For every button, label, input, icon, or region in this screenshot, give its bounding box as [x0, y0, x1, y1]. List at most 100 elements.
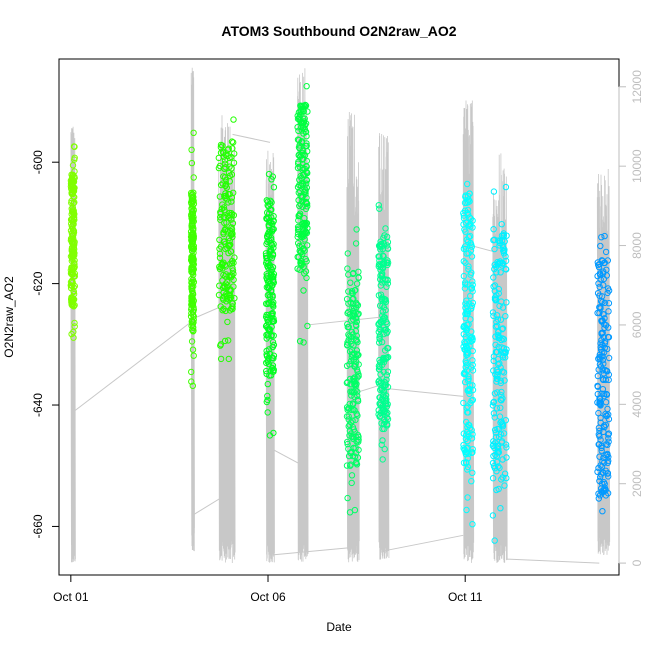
line-connectors: [72, 133, 600, 564]
data-point: [190, 249, 197, 257]
data-point: [222, 214, 229, 222]
data-point: [217, 209, 224, 216]
data-point: [605, 438, 612, 445]
data-point: [188, 278, 196, 285]
data-point: [490, 274, 497, 281]
data-point: [188, 146, 195, 154]
data-point: [500, 430, 508, 437]
data-point: [263, 331, 270, 339]
data-point: [349, 452, 357, 460]
data-point: [503, 454, 510, 461]
data-point: [294, 223, 302, 231]
data-point: [348, 289, 356, 296]
data-point: [596, 477, 603, 485]
data-point: [70, 207, 78, 215]
data-point: [380, 354, 387, 362]
line-connector-4: [269, 447, 300, 465]
data-point: [383, 372, 391, 379]
data-point: [217, 303, 224, 310]
data-point: [490, 399, 497, 406]
data-point: [379, 402, 387, 409]
data-point: [266, 291, 273, 298]
data-point: [348, 472, 356, 479]
data-point: [604, 405, 611, 413]
data-point: [302, 268, 310, 275]
data-point: [265, 221, 272, 229]
data-point: [469, 334, 476, 341]
data-point: [264, 263, 271, 270]
data-point: [189, 233, 196, 240]
data-point: [189, 245, 196, 253]
data-point: [262, 313, 270, 321]
data-point: [68, 330, 75, 338]
data-point: [225, 169, 233, 177]
data-point: [299, 147, 307, 155]
data-point: [69, 298, 76, 305]
data-point: [375, 253, 382, 260]
data-point: [464, 423, 471, 431]
data-point: [466, 300, 473, 307]
data-point: [465, 266, 472, 273]
data-point: [465, 233, 473, 241]
data-point: [301, 215, 308, 222]
data-point: [493, 452, 501, 460]
data-point: [264, 409, 271, 416]
data-point: [352, 240, 360, 247]
data-point: [230, 159, 238, 167]
data-point: [597, 242, 604, 250]
data-point: [598, 444, 605, 452]
data-point: [382, 225, 389, 232]
x-tick-label: Oct 06: [250, 590, 286, 604]
data-point: [221, 337, 229, 345]
data-point: [602, 399, 610, 406]
data-point: [604, 285, 612, 292]
line-spike-6: [378, 133, 390, 560]
data-point: [304, 322, 311, 330]
data-point: [380, 234, 387, 242]
data-point: [605, 308, 612, 315]
data-point: [601, 315, 608, 322]
data-point: [598, 257, 606, 264]
data-point: [377, 412, 384, 420]
data-point: [264, 392, 271, 400]
data-point: [603, 412, 610, 419]
data-point: [382, 381, 389, 388]
data-point: [602, 248, 610, 256]
data-point: [264, 202, 271, 209]
data-point: [69, 206, 77, 214]
data-point: [264, 272, 271, 280]
data-point: [605, 324, 612, 331]
data-point: [220, 238, 228, 245]
data-point: [303, 180, 310, 187]
data-point: [270, 184, 278, 191]
data-point: [269, 173, 276, 180]
data-point: [222, 307, 229, 315]
data-point: [463, 250, 470, 257]
data-point: [270, 270, 278, 278]
data-point: [494, 316, 502, 323]
data-point: [468, 285, 475, 292]
data-point: [345, 300, 352, 307]
data-point: [188, 191, 195, 199]
data-point: [190, 174, 197, 181]
data-point: [304, 169, 311, 177]
data-point: [464, 455, 471, 462]
data-point: [491, 465, 499, 472]
data-point: [348, 479, 355, 487]
data-point: [384, 368, 392, 375]
data-point: [467, 399, 474, 407]
data-point: [295, 127, 302, 135]
data-point: [295, 212, 302, 220]
y-tick-label: -660: [31, 514, 45, 538]
data-point: [375, 411, 382, 418]
data-point: [296, 212, 303, 219]
data-point: [595, 464, 602, 472]
data-point: [303, 83, 310, 90]
data-point: [216, 254, 224, 261]
data-point: [376, 339, 383, 346]
data-point: [464, 180, 471, 188]
data-point: [383, 233, 391, 241]
data-point: [230, 139, 237, 146]
data-point: [216, 162, 224, 170]
data-point: [343, 295, 351, 303]
